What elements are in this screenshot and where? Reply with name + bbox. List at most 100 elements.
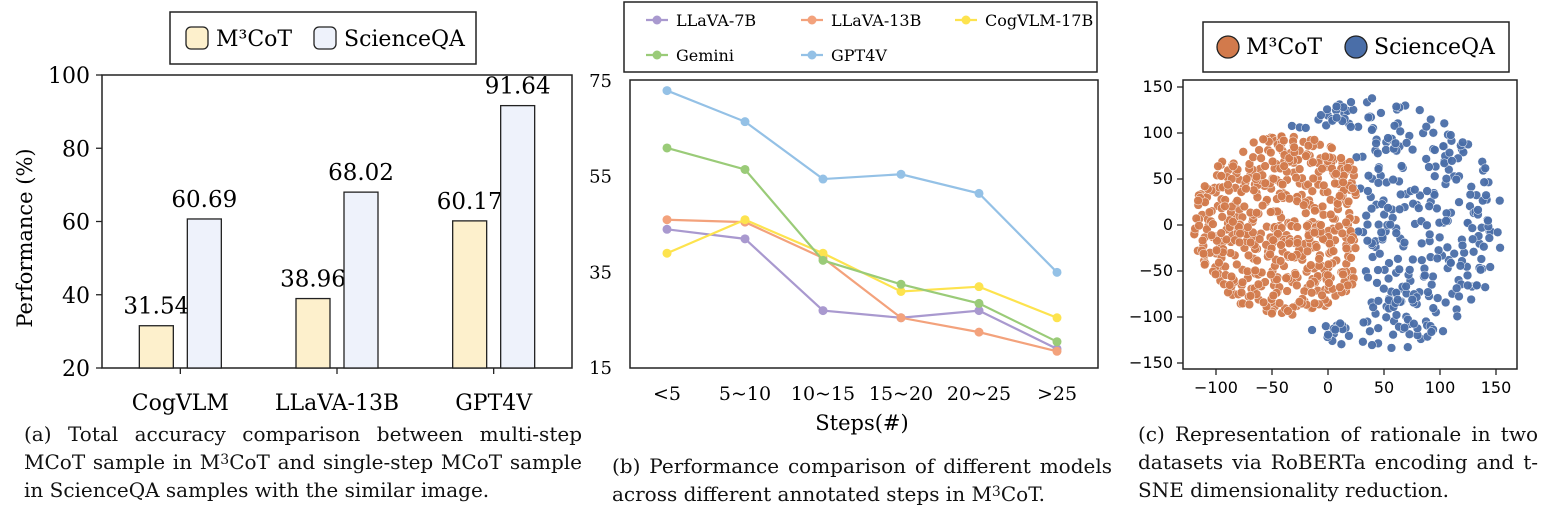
c-point-m3cot <box>1267 308 1277 319</box>
b-series-line <box>666 218 1058 353</box>
legend-a-label-scienceqa: ScienceQA <box>344 27 466 52</box>
b-point <box>1052 346 1062 356</box>
c-point-scienceqa <box>1388 174 1398 185</box>
c-point-scienceqa <box>1367 340 1377 350</box>
a-bar-value-label: 91.64 <box>485 74 551 100</box>
c-point-scienceqa <box>1366 203 1377 214</box>
b-series-line <box>666 218 1058 319</box>
c-point-scienceqa <box>1425 229 1435 240</box>
c-point-m3cot <box>1198 249 1209 259</box>
c-point-m3cot <box>1326 209 1336 220</box>
b-x-tick-label: 10~15 <box>791 383 855 405</box>
c-point-scienceqa <box>1479 242 1489 252</box>
c-point-m3cot <box>1346 235 1356 245</box>
a-bar-value-label: 31.54 <box>123 294 189 320</box>
c-point-m3cot <box>1337 228 1347 239</box>
c-point-scienceqa <box>1358 337 1368 347</box>
c-point-scienceqa <box>1383 203 1393 213</box>
c-point-m3cot <box>1301 208 1311 218</box>
c-point-scienceqa <box>1391 310 1402 320</box>
c-point-scienceqa <box>1441 297 1451 308</box>
c-point-m3cot <box>1274 298 1285 308</box>
b-point <box>896 279 906 289</box>
b-point <box>896 313 906 323</box>
c-point-scienceqa <box>1452 283 1462 293</box>
c-point-m3cot <box>1226 271 1237 282</box>
c-point-scienceqa <box>1363 272 1373 283</box>
c-point-scienceqa <box>1407 295 1417 305</box>
c-point-m3cot <box>1282 286 1292 296</box>
b-legend-label: LLaVA-13B <box>831 11 921 30</box>
c-point-scienceqa <box>1373 265 1383 275</box>
c-point-scienceqa <box>1432 203 1442 214</box>
c-point-m3cot <box>1328 246 1339 256</box>
c-point-m3cot <box>1221 234 1232 245</box>
c-point-m3cot <box>1284 238 1294 248</box>
c-point-scienceqa <box>1321 120 1331 131</box>
a-bar-value-label: 60.17 <box>437 189 503 215</box>
c-point-m3cot <box>1302 221 1312 231</box>
c-point-scienceqa <box>1424 201 1434 211</box>
c-point-m3cot <box>1257 200 1268 211</box>
c-point-m3cot <box>1343 196 1354 207</box>
c-point-scienceqa <box>1480 282 1490 292</box>
c-point-scienceqa <box>1422 220 1432 230</box>
b-y-tick-label: 75 <box>589 71 612 92</box>
c-point-m3cot <box>1232 196 1242 206</box>
c-point-m3cot <box>1200 181 1210 191</box>
caption-a-superscript: 3 <box>220 452 230 468</box>
c-point-scienceqa <box>1428 303 1438 313</box>
c-point-scienceqa <box>1435 232 1445 243</box>
c-point-m3cot <box>1245 291 1256 301</box>
c-point-m3cot <box>1314 254 1324 264</box>
c-point-scienceqa <box>1376 227 1386 238</box>
a-bar <box>343 191 379 369</box>
c-point-scienceqa <box>1361 210 1371 221</box>
b-point <box>662 86 672 96</box>
b-point <box>662 224 672 234</box>
c-point-m3cot <box>1241 174 1252 184</box>
c-point-scienceqa <box>1430 171 1440 181</box>
c-point-scienceqa <box>1485 262 1495 272</box>
c-point-scienceqa <box>1316 110 1326 120</box>
c-point-scienceqa <box>1422 186 1432 196</box>
c-point-m3cot <box>1245 237 1256 248</box>
a-bar-value-label: 60.69 <box>171 187 237 213</box>
c-point-scienceqa <box>1403 342 1413 352</box>
b-point <box>974 188 984 198</box>
c-point-scienceqa <box>1455 261 1466 271</box>
c-point-scienceqa <box>1466 294 1476 305</box>
c-point-scienceqa <box>1473 205 1483 215</box>
b-x-tick-label: >25 <box>1037 383 1077 405</box>
c-point-scienceqa <box>1424 162 1434 172</box>
c-point-m3cot <box>1292 222 1302 232</box>
c-point-m3cot <box>1223 180 1233 190</box>
c-point-m3cot <box>1194 220 1204 231</box>
b-axes: 15 35 55 75 <5 5~10 10~15 15~20 20~25 >25 <box>589 71 1099 405</box>
c-point-scienceqa <box>1396 161 1407 171</box>
b-point <box>818 306 828 316</box>
c-point-m3cot <box>1294 297 1305 307</box>
c-point-m3cot <box>1331 169 1341 179</box>
c-point-m3cot <box>1248 152 1258 162</box>
b-point <box>974 306 984 316</box>
c-point-m3cot <box>1317 290 1327 300</box>
c-point-scienceqa <box>1383 133 1393 143</box>
c-point-scienceqa <box>1439 118 1449 128</box>
c-point-scienceqa <box>1492 227 1503 237</box>
c-point-scienceqa <box>1442 242 1453 252</box>
c-point-m3cot <box>1197 235 1208 246</box>
c-point-scienceqa <box>1483 216 1493 226</box>
c-point-m3cot <box>1238 147 1248 157</box>
b-series-line <box>666 228 1058 350</box>
c-point-scienceqa <box>1449 249 1459 259</box>
c-point-m3cot <box>1338 269 1348 280</box>
c-point-scienceqa <box>1367 125 1377 135</box>
c-point-m3cot <box>1281 273 1291 283</box>
c-point-scienceqa <box>1384 258 1394 268</box>
c-point-m3cot <box>1335 191 1345 201</box>
c-point-m3cot <box>1336 153 1346 163</box>
c-point-m3cot <box>1216 171 1226 181</box>
c-point-scienceqa <box>1376 108 1386 118</box>
panel-c: M³CoT ScienceQA −100 −50 0 50 100 150−150−100… <box>1129 21 1518 397</box>
